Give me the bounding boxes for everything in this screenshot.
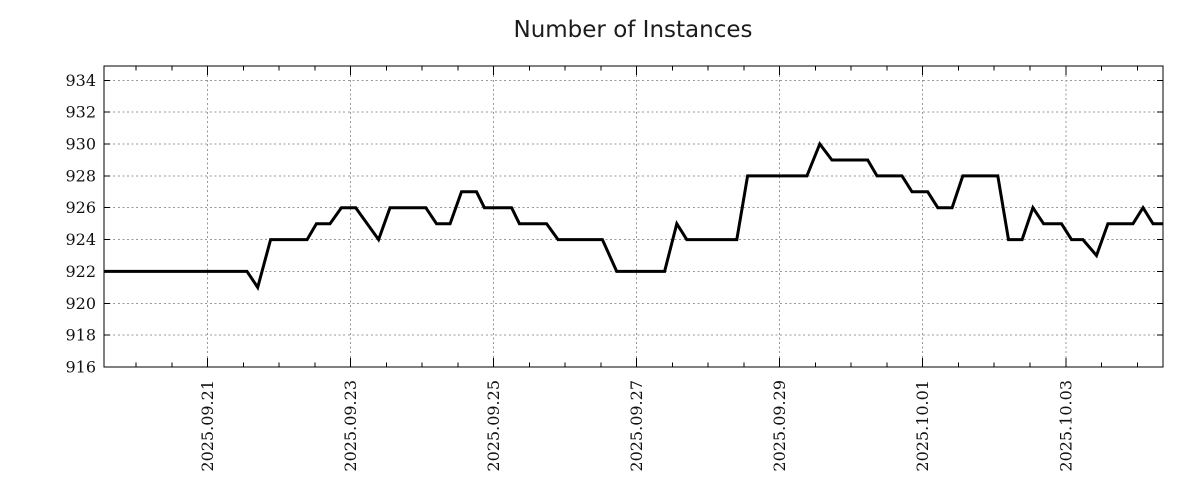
y-tick-label: 932 (65, 103, 96, 122)
y-tick-label: 918 (65, 326, 96, 345)
x-tick-label: 2025.09.29 (770, 380, 789, 472)
plot-border (103, 65, 1164, 368)
y-tick-label: 934 (65, 71, 96, 90)
data-line-number-of-instances (104, 140, 1163, 291)
y-tick-label: 922 (65, 262, 96, 281)
x-tick-label: 2025.10.03 (1056, 380, 1075, 472)
y-tick-label: 926 (65, 198, 96, 217)
x-tick-label: 2025.09.23 (341, 380, 360, 472)
y-tick-label: 930 (65, 135, 96, 154)
y-tick-label: 924 (65, 230, 96, 249)
chart-title: Number of Instances (514, 17, 753, 43)
x-tick-label: 2025.09.25 (484, 380, 503, 472)
x-tick-label: 2025.10.01 (913, 380, 932, 472)
y-tick-label: 928 (65, 166, 96, 185)
plot-area: 916 918 920 922 924 926 928 930 932 934 2025.09.21… (65, 65, 1164, 472)
y-tick-label: 920 (65, 294, 96, 313)
x-tick-label: 2025.09.21 (198, 380, 217, 472)
x-tick-label: 2025.09.27 (627, 380, 646, 472)
y-tick-label: 916 (65, 358, 96, 377)
